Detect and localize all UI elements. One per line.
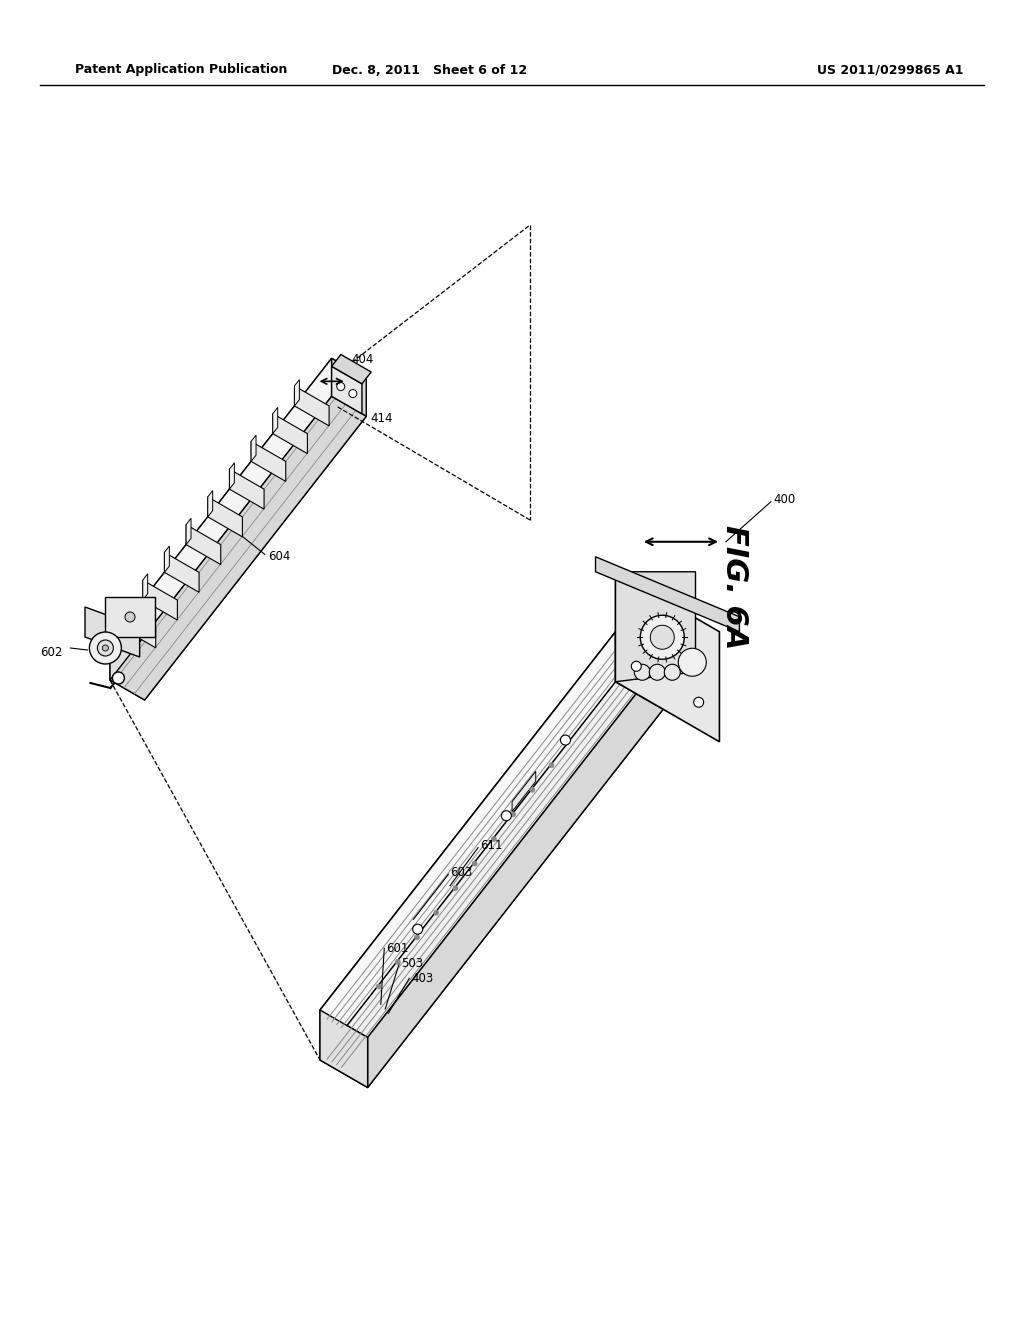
Polygon shape [165, 552, 199, 593]
Polygon shape [165, 546, 169, 573]
Text: FIG. 6A: FIG. 6A [721, 525, 750, 649]
Circle shape [395, 960, 400, 965]
Circle shape [337, 383, 345, 391]
Polygon shape [615, 572, 720, 742]
Text: 602: 602 [40, 647, 62, 660]
Circle shape [97, 640, 114, 656]
Text: 414: 414 [370, 412, 392, 425]
Circle shape [413, 924, 423, 935]
Circle shape [649, 664, 666, 680]
Circle shape [472, 861, 477, 866]
Circle shape [663, 624, 673, 634]
Polygon shape [615, 632, 664, 709]
Polygon shape [615, 572, 695, 681]
Circle shape [415, 935, 420, 940]
Polygon shape [142, 574, 147, 601]
Circle shape [89, 632, 122, 664]
Circle shape [650, 626, 674, 649]
Circle shape [632, 661, 641, 672]
Circle shape [349, 389, 356, 397]
Text: Patent Application Publication: Patent Application Publication [75, 63, 288, 77]
Polygon shape [332, 358, 367, 416]
Circle shape [102, 645, 109, 651]
Circle shape [678, 648, 707, 676]
Polygon shape [295, 380, 299, 407]
Polygon shape [97, 652, 120, 656]
Polygon shape [319, 681, 664, 1088]
Polygon shape [110, 396, 367, 700]
Circle shape [640, 615, 684, 659]
Text: 603: 603 [451, 866, 473, 879]
Polygon shape [319, 632, 615, 1060]
Polygon shape [319, 632, 664, 1038]
Circle shape [492, 837, 497, 841]
Polygon shape [105, 597, 155, 638]
Circle shape [634, 664, 650, 680]
Text: 601: 601 [386, 942, 409, 954]
Polygon shape [121, 607, 156, 648]
Polygon shape [144, 379, 367, 700]
Text: 404: 404 [351, 352, 374, 366]
Circle shape [125, 612, 135, 622]
Circle shape [693, 697, 703, 708]
Polygon shape [272, 408, 278, 434]
Polygon shape [319, 1010, 368, 1088]
Circle shape [434, 911, 438, 915]
Polygon shape [251, 441, 286, 482]
Circle shape [560, 735, 570, 744]
Polygon shape [186, 524, 221, 565]
Circle shape [511, 812, 515, 817]
Polygon shape [85, 607, 139, 657]
Polygon shape [110, 358, 367, 663]
Circle shape [665, 664, 680, 680]
Text: 503: 503 [401, 957, 423, 970]
Text: US 2011/0299865 A1: US 2011/0299865 A1 [817, 63, 964, 77]
Polygon shape [332, 355, 371, 384]
Text: 604: 604 [267, 550, 290, 562]
Circle shape [453, 886, 458, 891]
Polygon shape [110, 642, 144, 700]
Polygon shape [368, 659, 664, 1088]
Polygon shape [110, 358, 332, 680]
Polygon shape [596, 557, 739, 632]
Polygon shape [229, 463, 234, 490]
Circle shape [502, 810, 511, 821]
Circle shape [376, 983, 381, 989]
Polygon shape [512, 771, 536, 812]
Polygon shape [332, 367, 361, 413]
Circle shape [529, 787, 535, 792]
Polygon shape [208, 496, 243, 537]
Text: Dec. 8, 2011   Sheet 6 of 12: Dec. 8, 2011 Sheet 6 of 12 [333, 63, 527, 77]
Polygon shape [121, 602, 126, 628]
Polygon shape [272, 413, 307, 454]
Text: 400: 400 [773, 494, 796, 507]
Text: 611: 611 [480, 840, 503, 853]
Polygon shape [229, 469, 264, 510]
Polygon shape [142, 579, 177, 620]
Circle shape [549, 763, 554, 768]
Polygon shape [295, 385, 329, 426]
Circle shape [113, 672, 124, 684]
Polygon shape [186, 519, 191, 545]
Polygon shape [208, 491, 213, 517]
Polygon shape [251, 436, 256, 462]
Text: 403: 403 [412, 972, 433, 985]
